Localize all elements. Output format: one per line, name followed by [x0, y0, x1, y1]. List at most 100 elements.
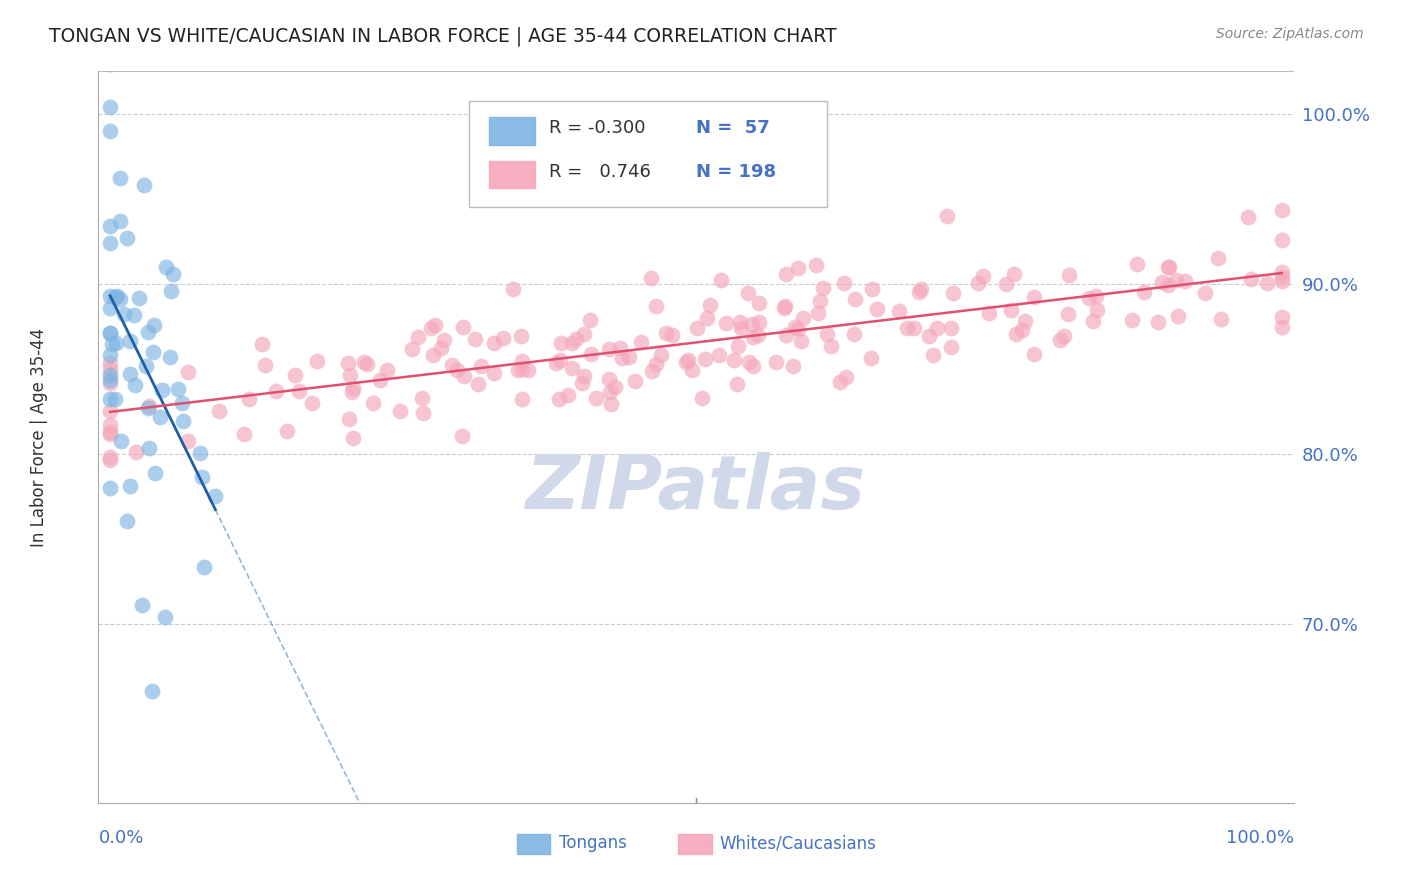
Point: [579, 313, 602, 327]
Point: [908, 285, 931, 299]
Text: Whites/Caucasians: Whites/Caucasians: [720, 834, 877, 852]
Point: [775, 327, 797, 342]
Point: [786, 260, 808, 275]
Point: [790, 334, 813, 348]
Point: [1133, 285, 1156, 299]
Text: 0.0%: 0.0%: [98, 829, 143, 847]
Point: [640, 364, 662, 378]
Point: [572, 326, 595, 341]
Point: [98, 326, 121, 341]
Point: [773, 301, 796, 316]
Point: [723, 353, 745, 368]
Point: [820, 338, 842, 352]
Point: [681, 363, 703, 377]
Point: [401, 342, 423, 356]
Point: [699, 298, 721, 312]
Point: [1271, 265, 1294, 279]
Point: [98, 356, 121, 370]
Point: [686, 321, 709, 335]
Point: [1271, 310, 1294, 324]
Point: [585, 391, 607, 405]
Point: [808, 293, 831, 308]
Point: [1085, 302, 1108, 317]
Point: [166, 382, 188, 396]
Point: [1024, 347, 1046, 361]
Point: [128, 291, 150, 305]
Point: [815, 326, 838, 341]
Point: [363, 396, 385, 410]
Point: [650, 348, 672, 362]
Point: [547, 392, 569, 406]
Point: [918, 329, 941, 343]
Point: [1236, 211, 1258, 225]
Point: [603, 380, 626, 394]
Point: [470, 359, 492, 373]
Point: [117, 231, 139, 245]
Point: [565, 332, 588, 346]
Point: [1024, 290, 1046, 304]
Point: [941, 340, 963, 354]
Point: [336, 356, 359, 370]
Point: [1057, 307, 1080, 321]
Point: [1011, 323, 1033, 337]
Point: [548, 353, 571, 368]
Point: [785, 320, 807, 334]
Point: [482, 335, 505, 350]
Point: [422, 348, 444, 362]
Point: [160, 284, 183, 298]
Point: [925, 321, 948, 335]
Point: [571, 376, 593, 391]
Text: N =  57: N = 57: [696, 119, 769, 136]
Point: [98, 368, 121, 382]
Point: [110, 434, 132, 448]
Point: [425, 318, 447, 333]
Point: [903, 320, 925, 334]
Point: [430, 341, 453, 355]
Point: [204, 489, 226, 503]
Point: [484, 366, 506, 380]
Point: [1271, 320, 1294, 334]
Point: [782, 359, 804, 373]
Point: [517, 363, 540, 377]
Point: [696, 310, 718, 325]
Point: [141, 684, 163, 698]
Point: [942, 285, 965, 300]
Point: [676, 353, 699, 368]
Point: [738, 355, 761, 369]
Point: [1271, 202, 1294, 217]
Point: [645, 357, 668, 371]
Point: [420, 321, 443, 335]
Point: [1049, 333, 1071, 347]
Point: [550, 335, 572, 350]
Point: [370, 373, 392, 387]
Point: [1271, 274, 1294, 288]
Point: [630, 335, 652, 350]
Point: [104, 291, 127, 305]
Point: [98, 219, 121, 233]
Point: [714, 316, 737, 330]
Point: [807, 306, 830, 320]
Point: [118, 367, 141, 381]
Point: [115, 514, 138, 528]
Point: [432, 333, 454, 347]
Point: [375, 362, 398, 376]
Point: [98, 417, 121, 432]
Point: [464, 332, 486, 346]
Point: [453, 368, 475, 383]
Point: [131, 598, 153, 612]
Point: [132, 178, 155, 192]
Text: R =   0.746: R = 0.746: [548, 162, 651, 180]
Point: [98, 326, 121, 340]
Text: Source: ZipAtlas.com: Source: ZipAtlas.com: [1216, 27, 1364, 41]
Point: [98, 425, 121, 439]
Point: [561, 336, 583, 351]
Point: [645, 299, 668, 313]
Point: [98, 481, 121, 495]
Point: [136, 325, 159, 339]
Point: [177, 434, 200, 448]
Point: [266, 384, 288, 398]
Point: [98, 373, 121, 387]
Point: [598, 342, 620, 356]
Point: [98, 21, 121, 36]
Point: [170, 396, 193, 410]
